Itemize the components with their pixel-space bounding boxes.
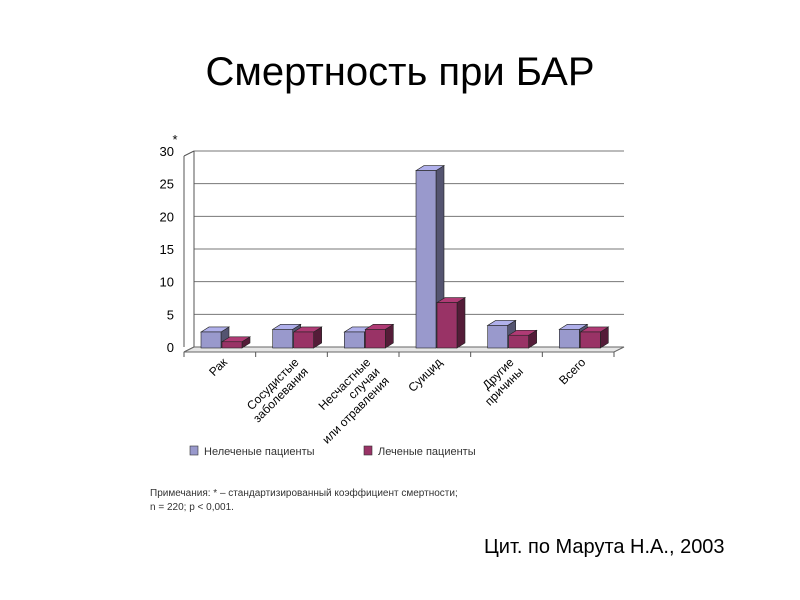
x-tick-label: Суицид: [405, 355, 445, 395]
x-tick-label-line: Суицид: [405, 355, 445, 395]
y-tick-label: 15: [160, 242, 174, 257]
legend-swatch: [189, 445, 199, 456]
bar: [559, 329, 580, 349]
x-tick-label: Рак: [206, 355, 230, 379]
x-tick-label: Всего: [556, 355, 588, 387]
citation: Цит. по Марута Н.А., 2003: [484, 536, 725, 558]
bar: [487, 325, 508, 349]
bar: [365, 329, 386, 349]
bar: [344, 331, 365, 349]
x-tick-label: Несчастныеслучаиили отравления: [301, 355, 392, 446]
x-tick-label-line: Всего: [556, 355, 588, 387]
legend-swatch: [363, 445, 373, 456]
bar: [200, 331, 222, 349]
bar: [580, 331, 601, 349]
y-axis-label: *: [172, 132, 177, 147]
bar: [221, 341, 243, 349]
chart-floor: [183, 346, 625, 353]
y-tick-label: 10: [160, 275, 174, 290]
bar: [293, 331, 314, 349]
bar: [272, 329, 293, 349]
y-tick-label: 0: [167, 340, 174, 355]
y-tick-label: 20: [160, 209, 174, 224]
legend-label: Леченые пациенты: [378, 446, 476, 458]
notes-line-2: n = 220; р < 0,001.: [150, 502, 234, 513]
x-tick-label: Другиепричины: [473, 355, 526, 408]
bar: [415, 170, 437, 349]
y-tick-label: 5: [167, 307, 174, 322]
slide-title: Смертность при БАР: [205, 50, 595, 94]
bar: [436, 302, 458, 349]
bar: [508, 334, 529, 349]
axis-corner: [183, 150, 195, 157]
legend-label: Нелеченые пациенты: [204, 446, 315, 458]
chart-notes: Примечания: * – стандартизированный коэф…: [150, 487, 458, 515]
y-tick-label: 30: [160, 144, 174, 159]
x-tick-label: Сосудистыезаболевания: [241, 355, 311, 425]
bar-side: [456, 297, 466, 349]
notes-line-1: Примечания: * – стандартизированный коэф…: [150, 488, 458, 499]
y-tick-label: 25: [160, 177, 174, 192]
x-tick-label-line: Рак: [206, 355, 230, 379]
